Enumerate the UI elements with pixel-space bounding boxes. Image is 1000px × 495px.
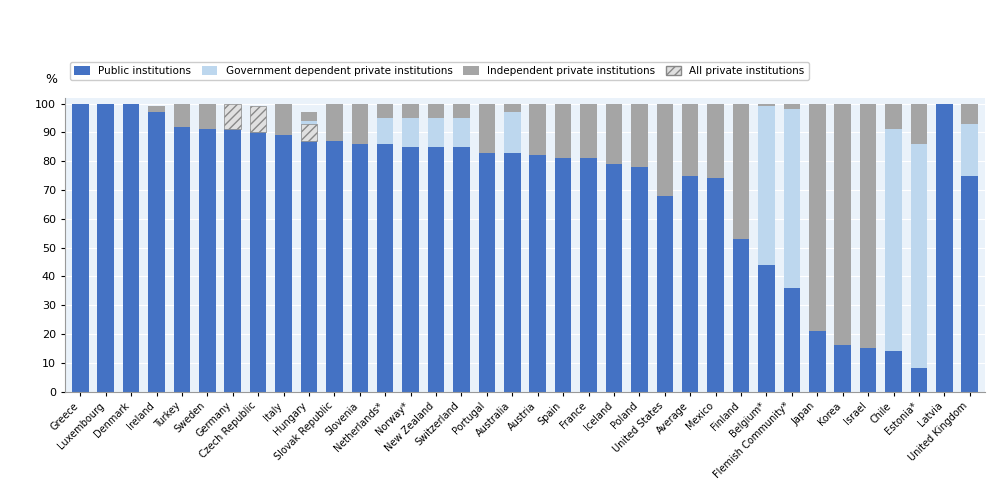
Bar bbox=[301, 124, 317, 141]
Bar bbox=[428, 118, 444, 147]
Bar bbox=[479, 103, 495, 152]
Bar bbox=[123, 103, 139, 392]
Bar bbox=[529, 155, 546, 392]
Bar bbox=[961, 124, 978, 176]
Bar bbox=[148, 112, 165, 392]
Bar bbox=[911, 144, 927, 368]
Bar bbox=[453, 103, 470, 118]
Bar bbox=[377, 103, 393, 118]
Bar bbox=[580, 158, 597, 392]
Bar bbox=[326, 103, 343, 141]
Bar bbox=[428, 103, 444, 118]
Bar bbox=[479, 152, 495, 392]
Bar bbox=[682, 103, 698, 176]
Bar bbox=[97, 103, 114, 392]
Bar bbox=[453, 118, 470, 147]
Bar bbox=[860, 103, 876, 348]
Bar bbox=[402, 147, 419, 392]
Bar bbox=[199, 103, 216, 130]
Bar bbox=[428, 147, 444, 392]
Bar bbox=[504, 152, 521, 392]
Bar bbox=[224, 130, 241, 392]
Bar bbox=[733, 239, 749, 392]
Bar bbox=[275, 103, 292, 135]
Bar bbox=[834, 346, 851, 392]
Bar bbox=[453, 147, 470, 392]
Bar bbox=[352, 103, 368, 144]
Bar bbox=[733, 103, 749, 239]
Bar bbox=[148, 106, 165, 112]
Bar bbox=[631, 103, 648, 167]
Bar bbox=[682, 176, 698, 392]
Bar bbox=[402, 103, 419, 118]
Bar bbox=[606, 164, 622, 392]
Bar bbox=[758, 265, 775, 392]
Bar bbox=[834, 103, 851, 346]
Bar bbox=[377, 144, 393, 392]
Bar bbox=[250, 132, 266, 392]
Legend: Public institutions, Government dependent private institutions, Independent priv: Public institutions, Government dependen… bbox=[70, 62, 809, 81]
Bar bbox=[250, 130, 266, 132]
Bar bbox=[352, 144, 368, 392]
Bar bbox=[301, 112, 317, 121]
Bar bbox=[555, 158, 571, 392]
Bar bbox=[250, 106, 266, 132]
Bar bbox=[377, 118, 393, 144]
Bar bbox=[504, 103, 521, 112]
Bar bbox=[885, 103, 902, 130]
Bar bbox=[936, 103, 953, 392]
Bar bbox=[911, 368, 927, 392]
Bar bbox=[199, 130, 216, 392]
Bar bbox=[885, 130, 902, 351]
Bar bbox=[301, 121, 317, 141]
Bar bbox=[758, 103, 775, 106]
Bar bbox=[961, 103, 978, 124]
Bar bbox=[174, 103, 190, 127]
Bar bbox=[631, 167, 648, 392]
Bar bbox=[657, 196, 673, 392]
Bar bbox=[707, 178, 724, 392]
Bar bbox=[885, 351, 902, 392]
Bar bbox=[529, 103, 546, 155]
Bar bbox=[784, 288, 800, 392]
Bar bbox=[504, 112, 521, 152]
Bar bbox=[326, 141, 343, 392]
Bar bbox=[809, 103, 826, 331]
Bar bbox=[809, 331, 826, 392]
Bar bbox=[911, 103, 927, 144]
Bar bbox=[657, 103, 673, 196]
Bar bbox=[224, 103, 241, 130]
Bar bbox=[860, 348, 876, 392]
Bar bbox=[580, 103, 597, 158]
Bar bbox=[555, 103, 571, 158]
Bar bbox=[707, 103, 724, 178]
Y-axis label: %: % bbox=[45, 73, 57, 86]
Bar bbox=[784, 109, 800, 288]
Bar bbox=[606, 103, 622, 164]
Bar bbox=[758, 106, 775, 265]
Bar bbox=[275, 135, 292, 392]
Bar bbox=[72, 103, 89, 392]
Bar bbox=[174, 127, 190, 392]
Bar bbox=[784, 103, 800, 109]
Bar bbox=[301, 141, 317, 392]
Bar bbox=[402, 118, 419, 147]
Bar bbox=[961, 176, 978, 392]
